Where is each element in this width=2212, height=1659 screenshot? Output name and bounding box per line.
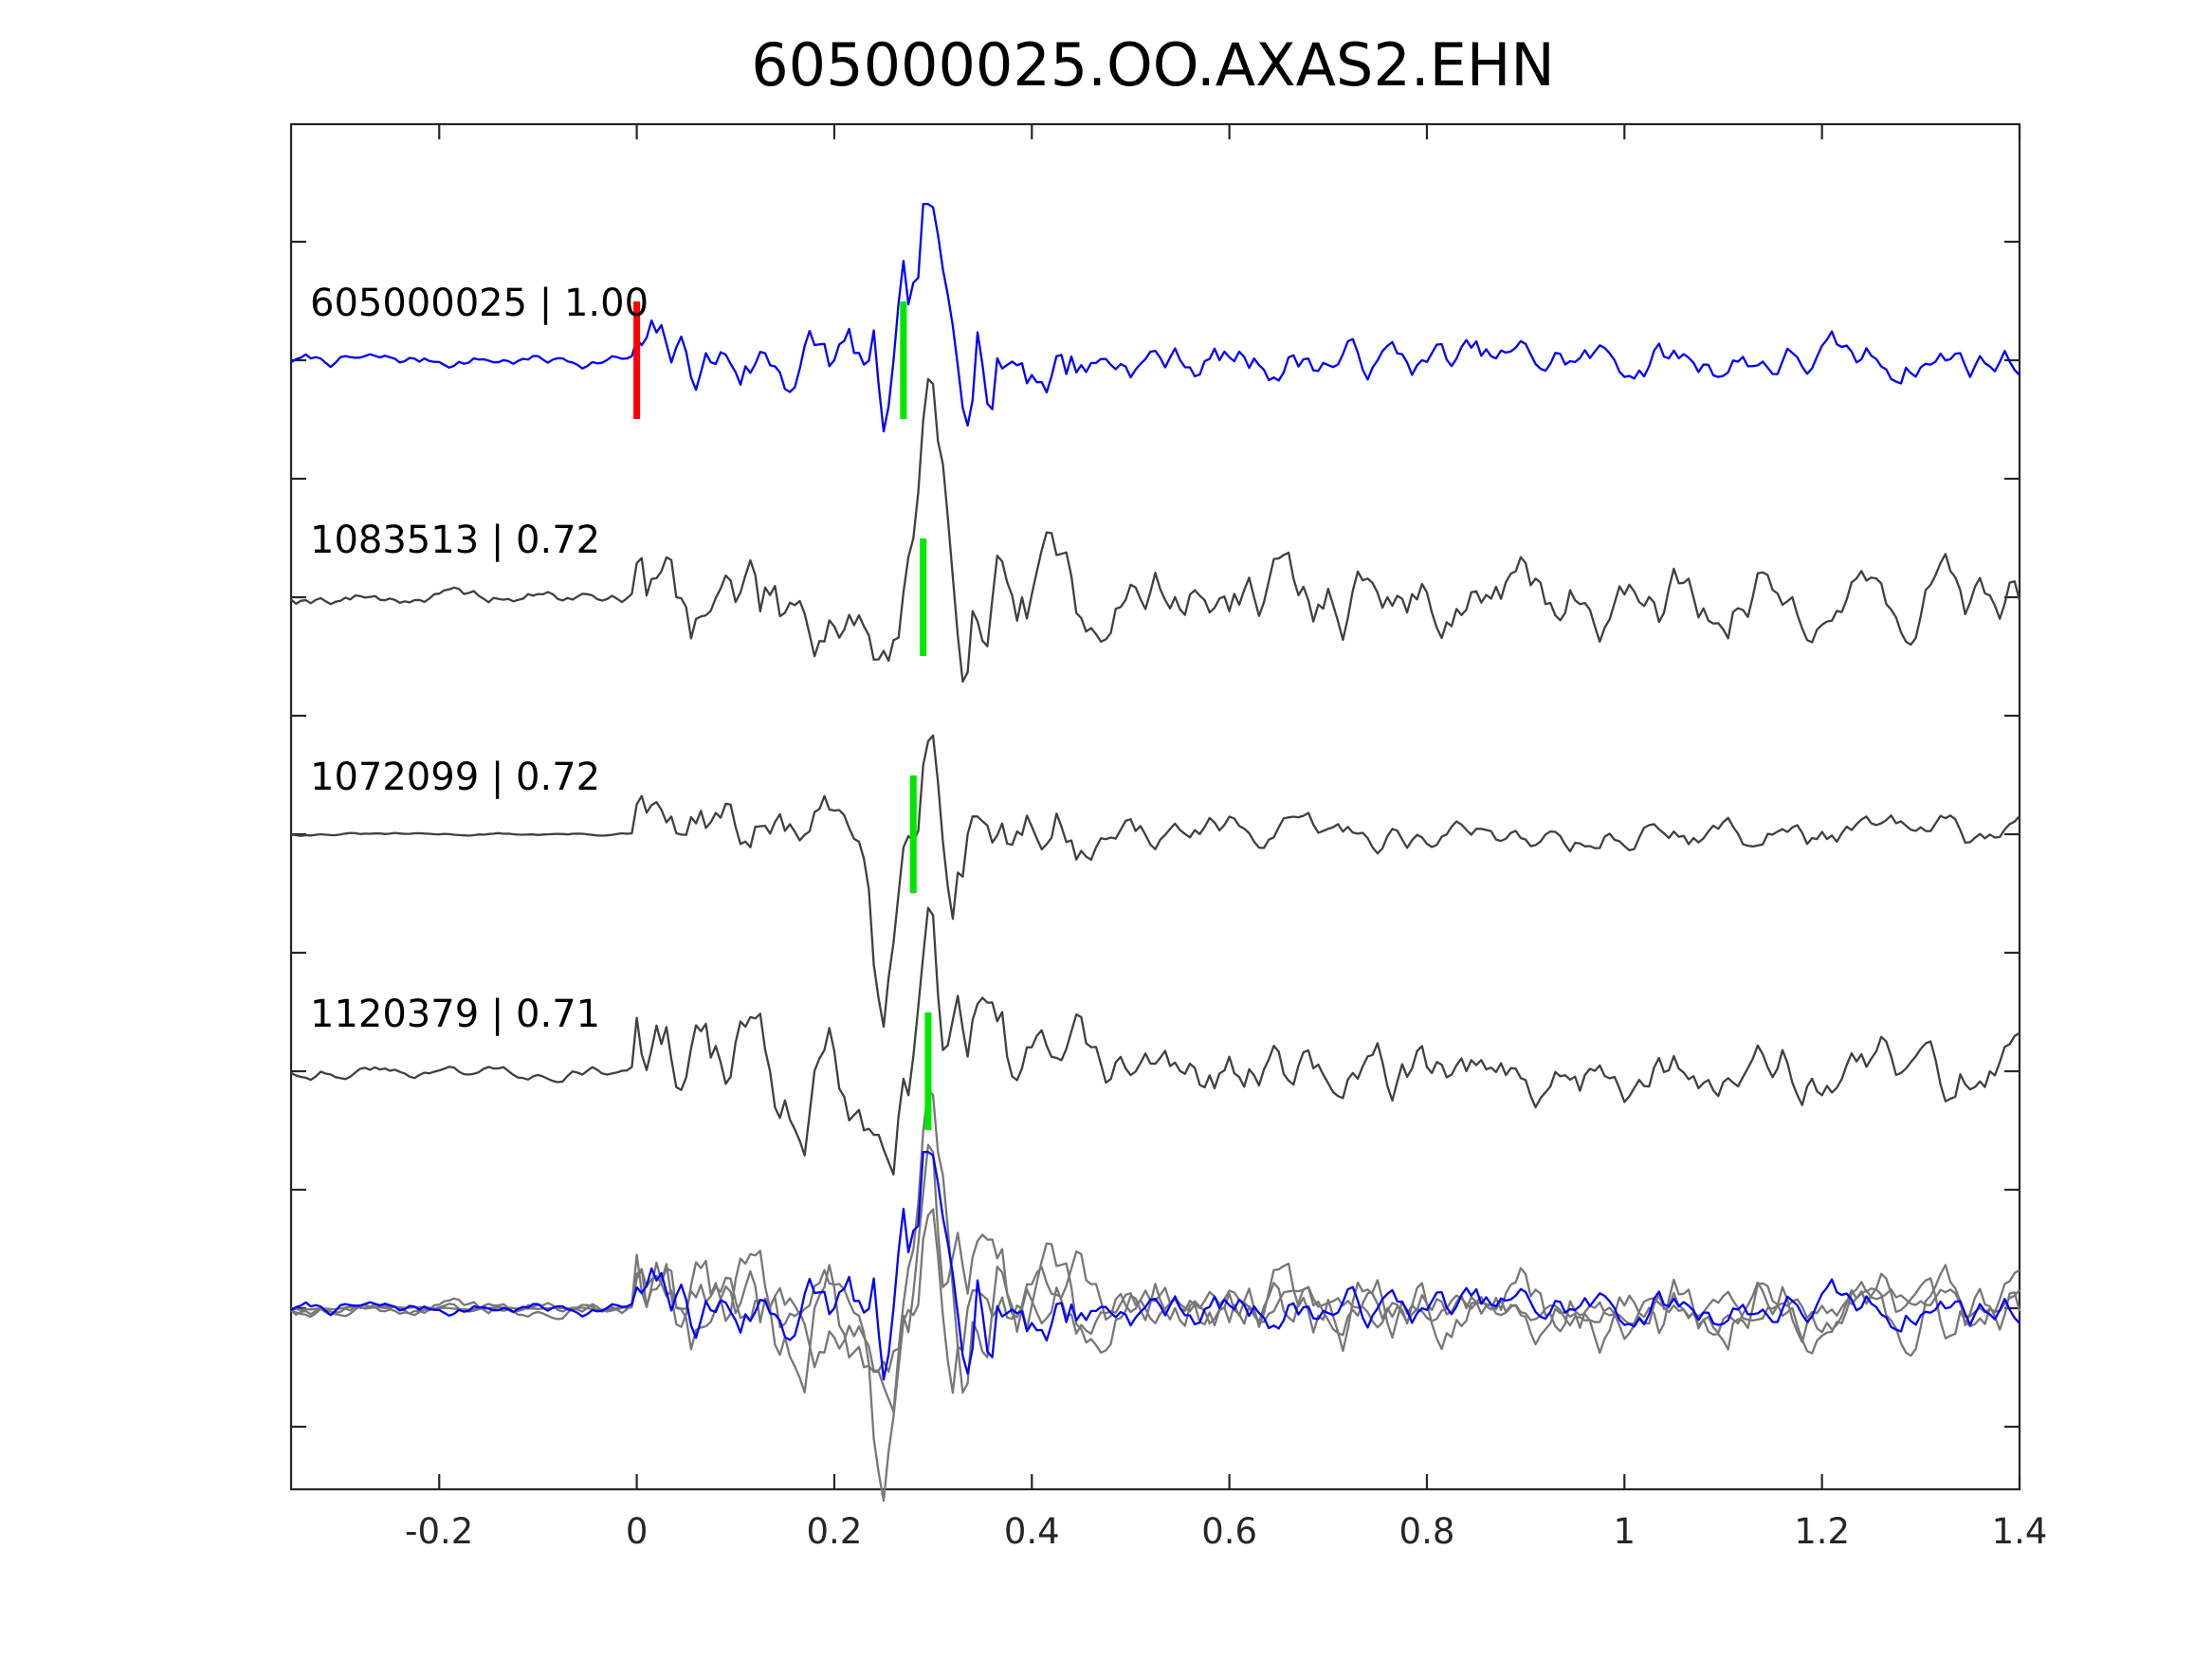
plot-axes: -0.2 0 0.2 0.4 0.6 0.8 1 1.2 1.4 — [289, 122, 2047, 1552]
x-tick-labels: -0.2 0 0.2 0.4 0.6 0.8 1 1.2 1.4 — [405, 1511, 2047, 1552]
stack-trace-1083513 — [290, 1088, 2021, 1395]
trace-605000025 — [290, 202, 2020, 433]
phase-picks — [633, 301, 932, 1130]
x-tick-label: 0.4 — [1004, 1511, 1060, 1552]
stacked-overlay — [290, 1088, 2021, 1503]
trace-1083513 — [290, 377, 2021, 684]
trace-labels: 605000025 | 1.00 1083513 | 0.72 1072099 | … — [310, 282, 649, 1036]
x-tick-label: 0 — [626, 1511, 649, 1552]
x-tick-label: 0.2 — [807, 1511, 863, 1552]
axis-ticks — [291, 124, 2021, 1489]
x-tick-label: 1.4 — [1992, 1511, 2048, 1552]
x-tick-label: 1 — [1614, 1511, 1636, 1552]
stack-trace-1072099 — [290, 1208, 2020, 1503]
waveform-traces — [290, 202, 2021, 1176]
stack-trace-1120379 — [290, 1143, 2020, 1413]
x-tick-label: 1.2 — [1794, 1511, 1850, 1552]
trace-label-1083513: 1083513 | 0.72 — [310, 519, 600, 562]
trace-label-605000025: 605000025 | 1.00 — [310, 282, 649, 325]
chart-title: 605000025.OO.AXAS2.EHN — [751, 30, 1555, 100]
trace-1072099 — [290, 734, 2020, 1029]
x-tick-label: -0.2 — [405, 1511, 473, 1552]
trace-label-1120379: 1120379 | 0.71 — [310, 993, 600, 1036]
stack-trace-605000025 — [290, 1150, 2020, 1381]
axes-frame — [289, 122, 2021, 1491]
x-tick-label: 0.8 — [1399, 1511, 1455, 1552]
trace-label-1072099: 1072099 | 0.72 — [310, 756, 600, 799]
trace-1120379 — [290, 906, 2020, 1176]
x-tick-label: 0.6 — [1201, 1511, 1257, 1552]
